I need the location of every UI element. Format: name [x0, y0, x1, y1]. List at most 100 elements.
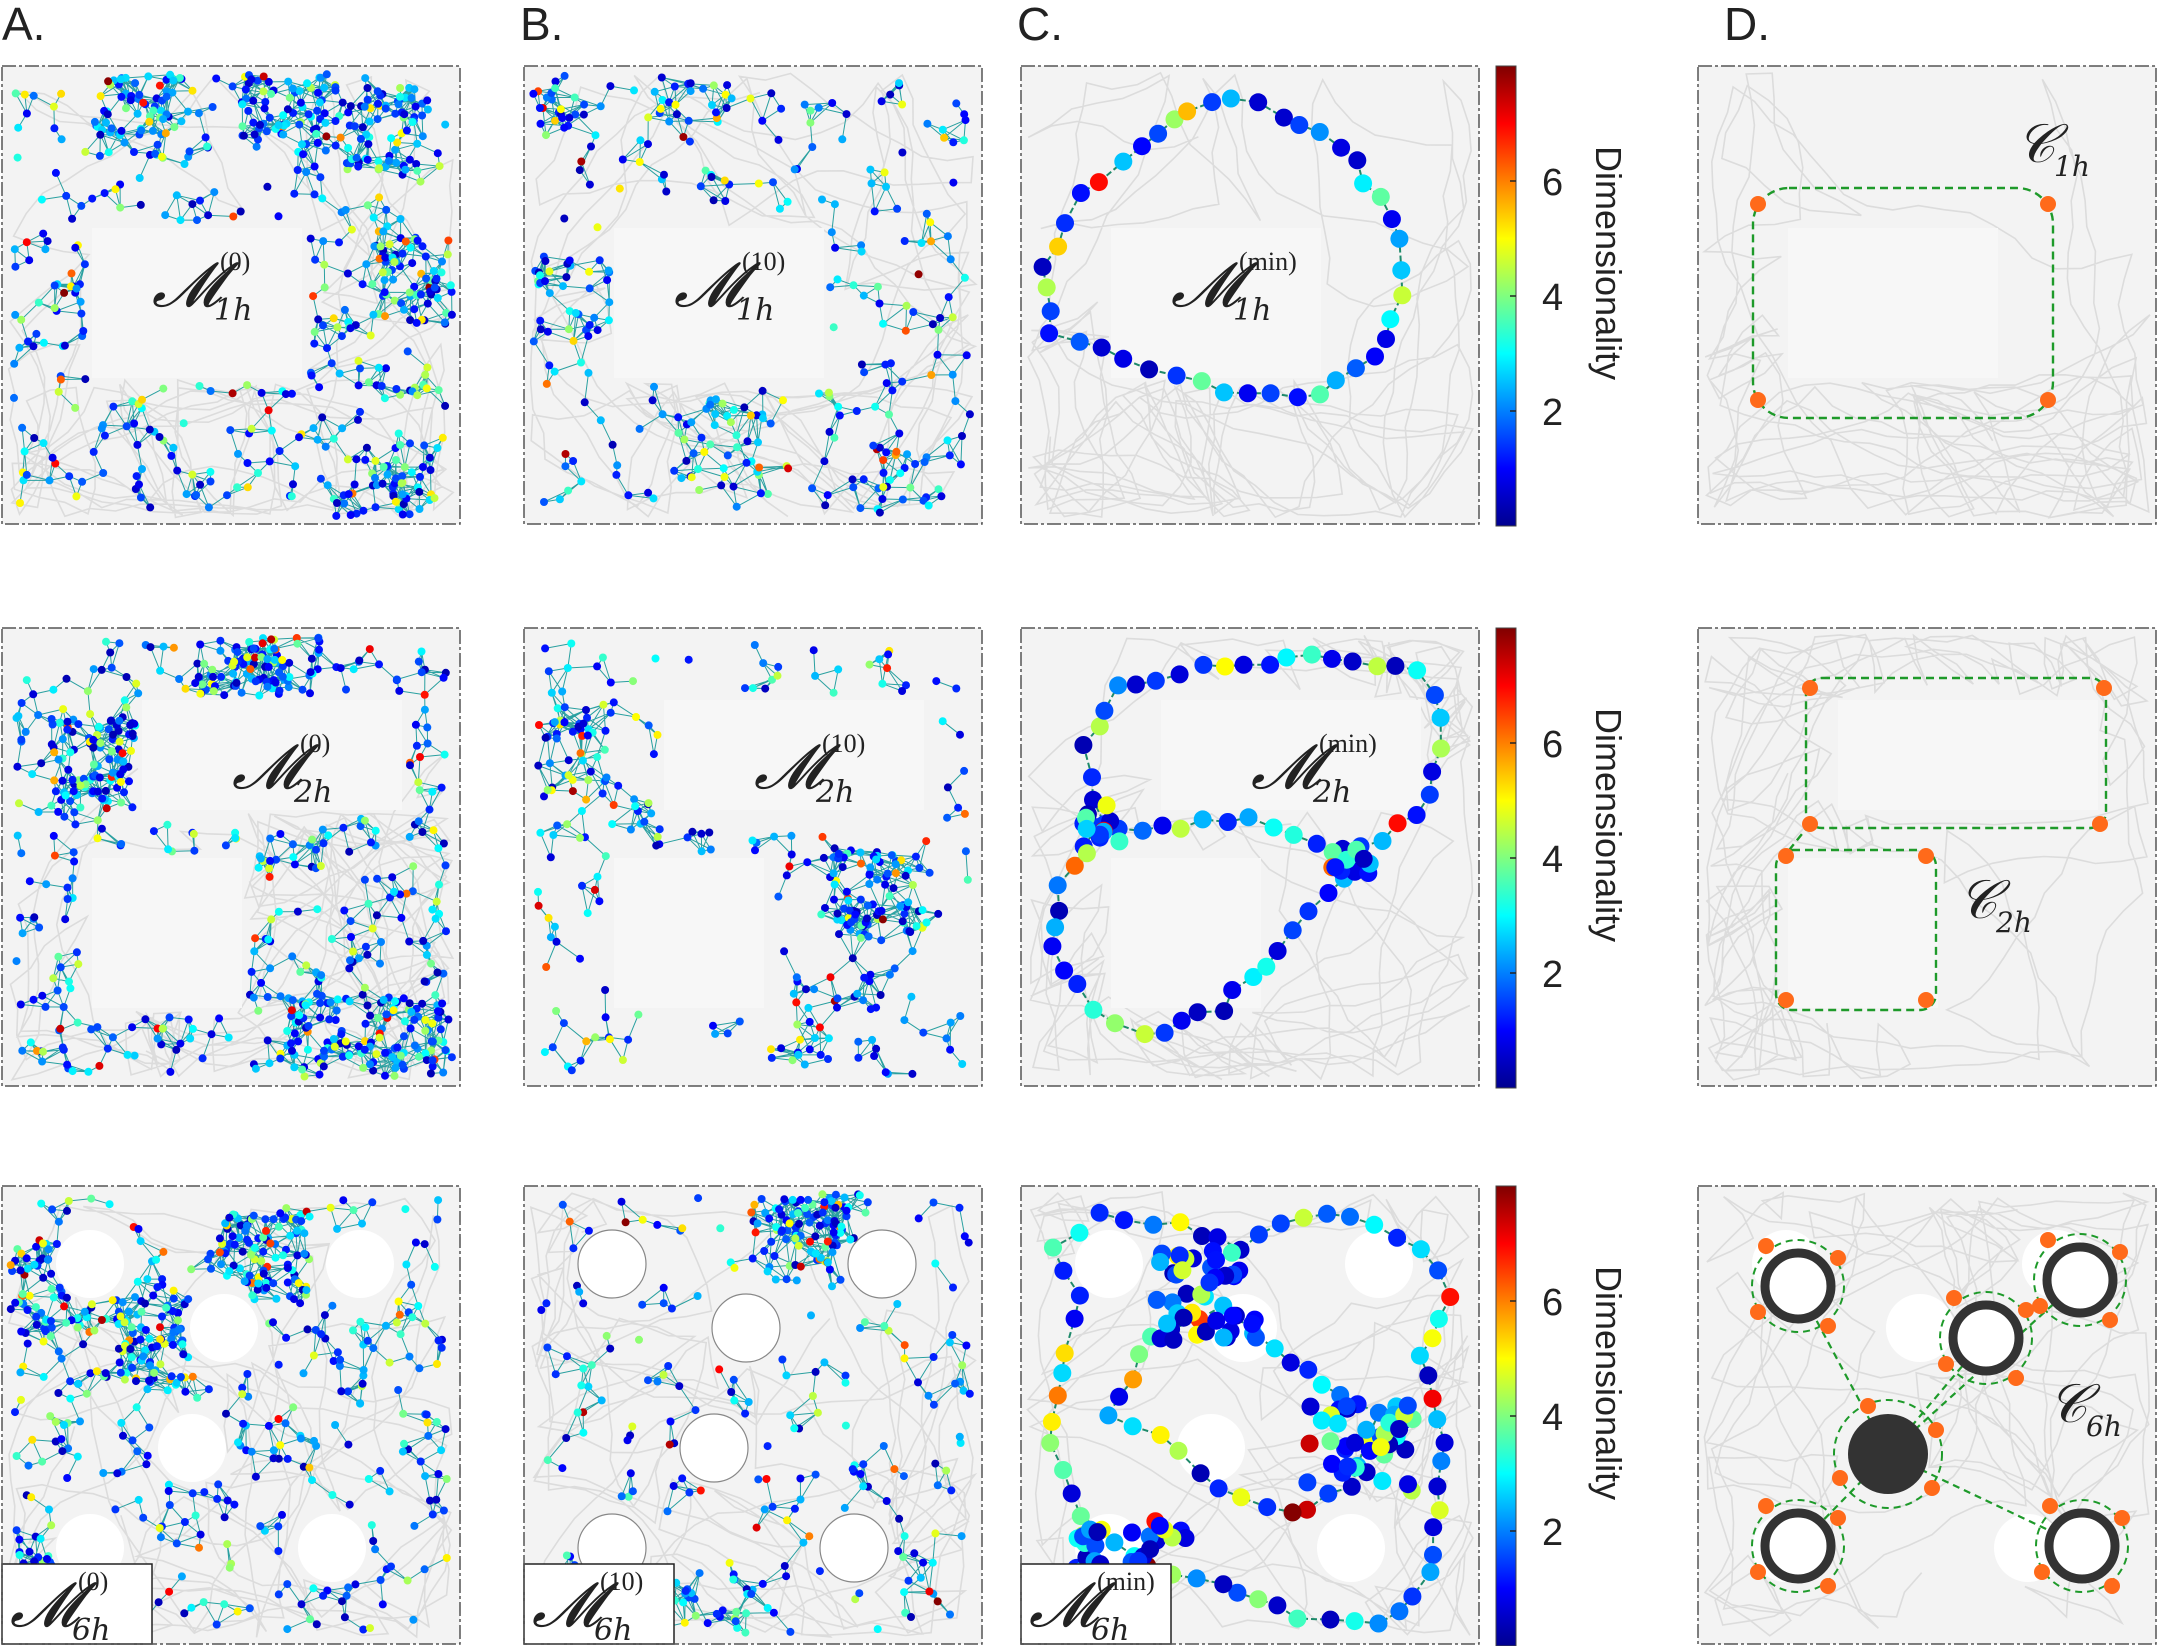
map-node	[70, 857, 79, 866]
complex-vertex	[1758, 1498, 1774, 1514]
map-node	[1149, 124, 1168, 143]
map-node	[394, 100, 403, 109]
map-node	[1257, 957, 1276, 976]
map-node	[855, 1589, 864, 1598]
map-node	[846, 1235, 855, 1244]
map-node	[608, 440, 617, 449]
map-node	[542, 131, 550, 140]
map-node	[254, 863, 263, 872]
map-node	[833, 915, 842, 924]
map-node	[361, 74, 370, 83]
map-node	[1040, 324, 1059, 343]
map-node	[927, 371, 936, 379]
map-node	[305, 1212, 314, 1221]
map-node	[1390, 1420, 1409, 1438]
map-node	[366, 1624, 374, 1633]
map-node	[896, 902, 905, 911]
map-node	[93, 1023, 102, 1032]
map-node	[84, 1067, 93, 1076]
map-node	[374, 363, 383, 372]
map-node	[287, 1006, 296, 1015]
map-node	[101, 786, 110, 795]
map-node	[1053, 1364, 1072, 1382]
map-node	[1170, 665, 1189, 684]
map-node	[421, 1026, 430, 1035]
map-node	[63, 895, 72, 903]
map-node	[237, 688, 246, 697]
map-superscript: (10)	[822, 729, 865, 758]
map-node	[107, 716, 116, 725]
map-node	[833, 909, 842, 918]
map-node	[96, 92, 105, 101]
trajectory-lines	[1026, 1191, 1474, 1639]
map-node	[630, 795, 639, 804]
map-node	[354, 1042, 363, 1051]
map-node	[146, 503, 155, 512]
map-node	[1071, 1507, 1090, 1526]
map-node	[14, 712, 23, 720]
map-node	[295, 120, 304, 129]
map-node	[900, 1588, 909, 1597]
map-node	[274, 1222, 283, 1231]
map-node	[767, 89, 776, 98]
map-node	[709, 1021, 717, 1030]
map-node	[270, 644, 279, 653]
map-node	[584, 368, 593, 377]
map-node	[150, 1368, 159, 1377]
map-node	[963, 875, 972, 884]
map-node	[314, 634, 323, 643]
map-node	[830, 200, 839, 209]
map-node	[122, 104, 130, 113]
map-node	[373, 115, 382, 124]
map-node	[54, 1347, 63, 1356]
map-node	[396, 890, 405, 899]
map-node	[805, 1532, 814, 1541]
map-node	[47, 801, 56, 810]
map-node	[300, 1229, 309, 1238]
map-superscript: (0)	[78, 1567, 108, 1596]
map-node	[168, 1307, 177, 1316]
map-node	[571, 309, 580, 317]
map-node	[157, 106, 165, 115]
map-node	[834, 849, 843, 858]
map-node	[875, 508, 884, 517]
map-node	[235, 1233, 243, 1242]
map-node	[440, 318, 449, 327]
map-node	[577, 807, 586, 815]
map-node	[282, 1333, 291, 1342]
map-node	[422, 950, 431, 959]
map-node	[740, 403, 749, 412]
map-node	[1083, 768, 1101, 787]
map-node	[561, 462, 570, 471]
map-node	[90, 117, 99, 126]
map-node	[922, 918, 931, 927]
map-node	[585, 284, 594, 293]
map-node	[401, 1205, 410, 1214]
map-node	[145, 1376, 153, 1385]
map-label: 𝓜6h(min)	[1020, 1563, 1172, 1646]
map-node	[680, 1618, 689, 1627]
map-node	[274, 1522, 283, 1531]
map-node	[922, 837, 931, 846]
map-node	[157, 152, 166, 161]
map-node	[962, 351, 971, 360]
map-superscript: (0)	[300, 729, 330, 758]
map-node	[827, 1197, 836, 1206]
map-node	[399, 1409, 408, 1418]
map-node	[670, 466, 679, 475]
map-node	[786, 1627, 795, 1636]
map-node	[61, 791, 70, 800]
obstacle	[679, 1413, 749, 1483]
map-node	[179, 419, 188, 428]
map-node	[99, 469, 108, 477]
map-node	[918, 906, 927, 915]
map-node	[76, 781, 85, 790]
panel-c-2h: 𝓜2h(min)	[1020, 627, 1480, 1087]
map-node	[1173, 1261, 1192, 1280]
map-node	[423, 739, 432, 748]
map-node	[885, 410, 893, 419]
map-node	[932, 677, 941, 686]
map-node	[1110, 832, 1129, 851]
map-node	[231, 834, 240, 842]
map-node	[15, 343, 24, 352]
